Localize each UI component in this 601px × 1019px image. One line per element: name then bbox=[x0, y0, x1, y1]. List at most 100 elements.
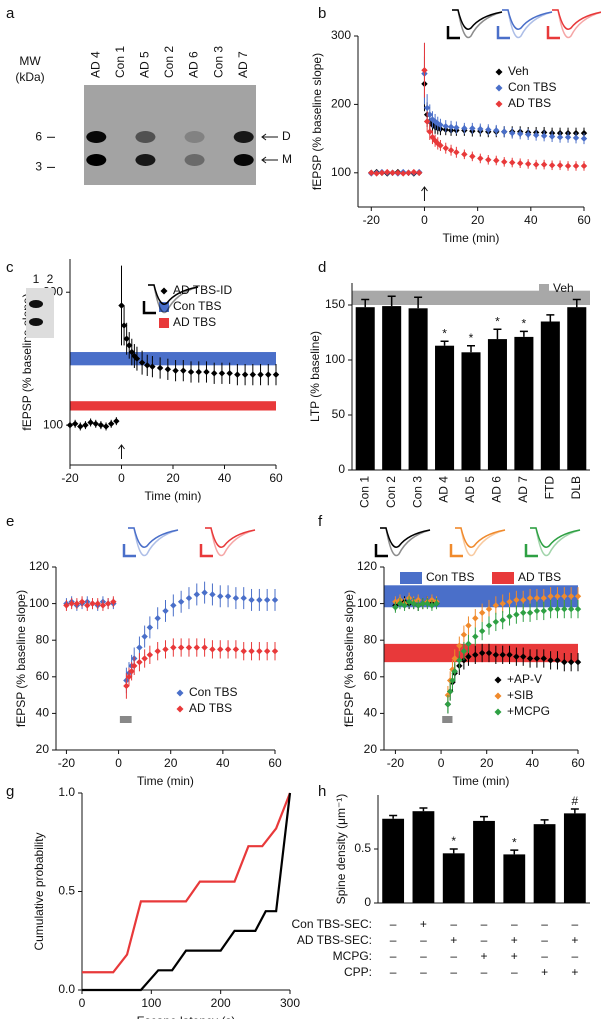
lane-label: AD 6 bbox=[187, 51, 201, 78]
point bbox=[162, 607, 169, 615]
band bbox=[160, 154, 180, 166]
x-tick-label: 40 bbox=[526, 756, 540, 770]
point bbox=[94, 600, 101, 607]
trace-post bbox=[552, 9, 601, 30]
point bbox=[123, 682, 130, 690]
point bbox=[572, 162, 580, 170]
point bbox=[149, 363, 156, 370]
x-tick-label: 40 bbox=[218, 471, 232, 485]
point bbox=[131, 662, 138, 670]
y-axis-title: fEPSP (% baseline slope) bbox=[310, 53, 324, 190]
condition-mark: – bbox=[481, 917, 488, 931]
point bbox=[144, 362, 151, 369]
band bbox=[135, 154, 156, 166]
x-tick-label: 60 bbox=[577, 213, 591, 227]
condition-mark: + bbox=[541, 965, 548, 979]
x-tick-label: DLB bbox=[569, 476, 583, 499]
point bbox=[405, 169, 412, 176]
point bbox=[378, 169, 386, 176]
point bbox=[477, 155, 484, 162]
point bbox=[87, 419, 94, 426]
y-tick-label: 100 bbox=[357, 596, 377, 610]
y-tick-label: 40 bbox=[36, 706, 50, 720]
point bbox=[136, 658, 143, 666]
condition-mark: + bbox=[571, 933, 578, 947]
legend-marker bbox=[494, 708, 502, 716]
mw-label: 6 bbox=[35, 129, 42, 143]
y-tick-label: 100 bbox=[331, 165, 351, 179]
point bbox=[131, 352, 138, 360]
point bbox=[533, 607, 541, 615]
y-tick-label: 0 bbox=[338, 462, 345, 476]
legend-label: AD TBS bbox=[173, 315, 216, 329]
tbs-marker bbox=[442, 716, 453, 723]
point bbox=[532, 131, 540, 139]
scale-bar bbox=[199, 544, 213, 558]
point bbox=[99, 602, 107, 609]
x-axis-title: Time (min) bbox=[453, 774, 510, 788]
point bbox=[580, 162, 588, 170]
x-tick-label: -20 bbox=[387, 756, 405, 770]
inset-lane-label: 1 bbox=[33, 272, 40, 286]
trace-post bbox=[148, 284, 199, 305]
x-tick-label: 60 bbox=[269, 471, 283, 485]
bar-label: * bbox=[522, 317, 527, 331]
x-tick-label: 0 bbox=[115, 756, 122, 770]
legend-label: +AP-V bbox=[507, 672, 542, 686]
point bbox=[249, 371, 257, 378]
condition-mark: – bbox=[420, 965, 427, 979]
point bbox=[556, 162, 564, 169]
legend-marker bbox=[176, 705, 184, 713]
y-tick-label: 120 bbox=[357, 559, 377, 573]
legend-label: +MCPG bbox=[507, 704, 550, 718]
bar-label: # bbox=[572, 794, 579, 808]
point bbox=[120, 322, 128, 329]
condition-mark: – bbox=[390, 965, 397, 979]
scale-bar bbox=[496, 26, 510, 40]
point bbox=[401, 602, 408, 609]
point bbox=[509, 159, 516, 166]
y-tick-label: 80 bbox=[364, 632, 378, 646]
x-tick-label: 20 bbox=[471, 213, 485, 227]
inset-lane-label: 2 bbox=[47, 272, 54, 286]
point bbox=[78, 598, 86, 605]
legend-label: Veh bbox=[508, 64, 529, 78]
condition-mark: + bbox=[511, 933, 518, 947]
y-axis-title: Spine density (μm⁻¹) bbox=[334, 794, 348, 905]
point bbox=[389, 169, 396, 176]
point bbox=[232, 646, 240, 653]
lane-label: Con 3 bbox=[211, 46, 225, 78]
point bbox=[561, 605, 568, 613]
legend-marker bbox=[495, 84, 503, 92]
condition-mark: – bbox=[420, 949, 427, 963]
point bbox=[423, 118, 431, 125]
point bbox=[421, 67, 428, 74]
condition-mark: – bbox=[390, 933, 397, 947]
point bbox=[82, 421, 89, 429]
panel-label: g bbox=[6, 783, 14, 800]
y-axis-title: (kDa) bbox=[15, 70, 44, 84]
point bbox=[472, 615, 479, 622]
y-tick-label: 20 bbox=[36, 742, 50, 756]
legend-marker bbox=[495, 100, 503, 108]
point bbox=[118, 302, 125, 309]
condition-mark: – bbox=[481, 933, 488, 947]
point bbox=[102, 423, 110, 430]
point bbox=[419, 600, 426, 607]
bar bbox=[514, 336, 534, 470]
band-label: D bbox=[282, 129, 291, 143]
x-axis-title: Time (min) bbox=[137, 774, 194, 788]
x-tick-label: 100 bbox=[141, 996, 161, 1010]
band bbox=[160, 131, 180, 143]
point bbox=[485, 622, 493, 629]
legend-label: AD TBS bbox=[518, 570, 561, 584]
point bbox=[564, 134, 572, 141]
point bbox=[211, 370, 218, 377]
x-tick-label: 20 bbox=[480, 756, 494, 770]
x-tick-label: -20 bbox=[363, 213, 381, 227]
error-bar bbox=[519, 330, 528, 337]
lane-label: AD 7 bbox=[236, 51, 250, 78]
trace-baseline bbox=[148, 284, 199, 314]
point bbox=[396, 600, 404, 607]
point bbox=[410, 600, 417, 607]
